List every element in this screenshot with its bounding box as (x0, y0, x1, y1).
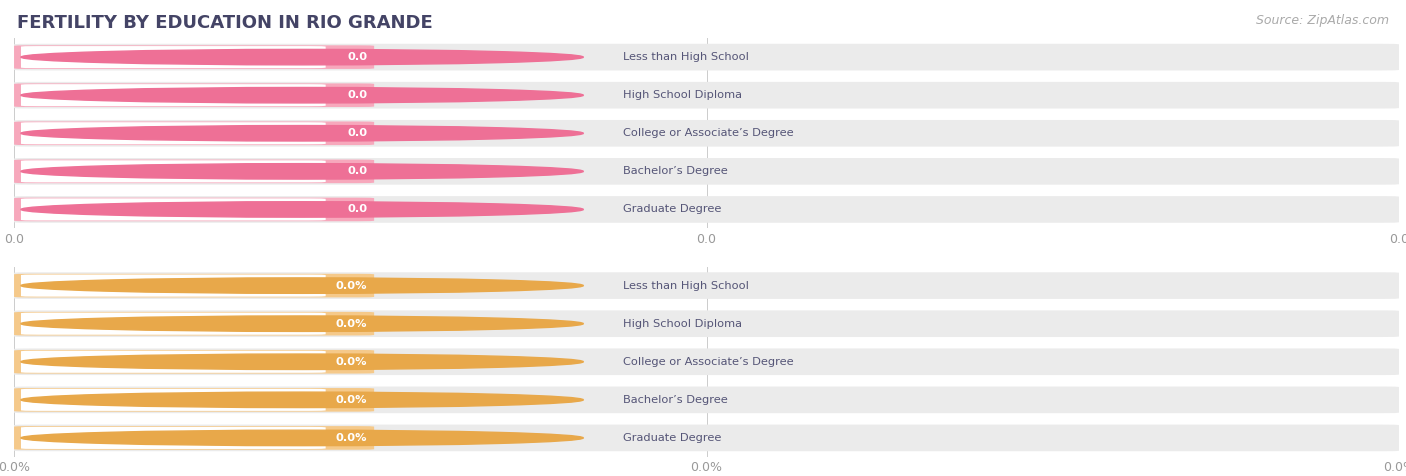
Text: 0.0: 0.0 (347, 166, 367, 177)
Text: Bachelor’s Degree: Bachelor’s Degree (623, 166, 728, 177)
Text: Graduate Degree: Graduate Degree (623, 433, 721, 443)
FancyBboxPatch shape (14, 425, 1399, 451)
Text: Less than High School: Less than High School (623, 280, 749, 291)
FancyBboxPatch shape (14, 198, 374, 221)
FancyBboxPatch shape (21, 46, 326, 68)
Text: 0.0%: 0.0% (336, 357, 367, 367)
Text: 0.0%: 0.0% (336, 433, 367, 443)
Text: 0.0%: 0.0% (336, 280, 367, 291)
Circle shape (21, 88, 583, 103)
FancyBboxPatch shape (14, 426, 374, 450)
FancyBboxPatch shape (14, 45, 374, 69)
FancyBboxPatch shape (14, 120, 1399, 147)
FancyBboxPatch shape (21, 160, 326, 182)
FancyBboxPatch shape (14, 159, 374, 183)
FancyBboxPatch shape (14, 82, 1399, 109)
Circle shape (21, 392, 583, 407)
Circle shape (21, 430, 583, 446)
Text: 0.0: 0.0 (347, 204, 367, 215)
FancyBboxPatch shape (14, 121, 374, 145)
FancyBboxPatch shape (21, 427, 326, 449)
Text: 0.0%: 0.0% (336, 318, 367, 329)
Text: 0.0: 0.0 (347, 90, 367, 100)
Text: 0.0: 0.0 (347, 52, 367, 62)
Text: Graduate Degree: Graduate Degree (623, 204, 721, 215)
Text: Less than High School: Less than High School (623, 52, 749, 62)
FancyBboxPatch shape (14, 44, 1399, 70)
FancyBboxPatch shape (14, 310, 1399, 337)
Circle shape (21, 354, 583, 369)
Text: High School Diploma: High School Diploma (623, 318, 742, 329)
Circle shape (21, 126, 583, 141)
Text: FERTILITY BY EDUCATION IN RIO GRANDE: FERTILITY BY EDUCATION IN RIO GRANDE (17, 14, 433, 32)
Circle shape (21, 278, 583, 293)
Circle shape (21, 316, 583, 331)
FancyBboxPatch shape (14, 312, 374, 336)
FancyBboxPatch shape (14, 196, 1399, 223)
Circle shape (21, 202, 583, 217)
FancyBboxPatch shape (21, 313, 326, 335)
FancyBboxPatch shape (21, 198, 326, 220)
Circle shape (21, 50, 583, 65)
Text: College or Associate’s Degree: College or Associate’s Degree (623, 357, 794, 367)
FancyBboxPatch shape (14, 388, 374, 412)
Text: 0.0%: 0.0% (336, 395, 367, 405)
Text: 0.0: 0.0 (347, 128, 367, 139)
Text: Bachelor’s Degree: Bachelor’s Degree (623, 395, 728, 405)
Circle shape (21, 164, 583, 179)
FancyBboxPatch shape (14, 83, 374, 107)
FancyBboxPatch shape (14, 158, 1399, 185)
FancyBboxPatch shape (14, 274, 374, 298)
FancyBboxPatch shape (14, 350, 374, 374)
FancyBboxPatch shape (21, 122, 326, 144)
FancyBboxPatch shape (21, 351, 326, 373)
FancyBboxPatch shape (21, 389, 326, 411)
FancyBboxPatch shape (21, 84, 326, 106)
FancyBboxPatch shape (21, 275, 326, 297)
FancyBboxPatch shape (14, 387, 1399, 413)
FancyBboxPatch shape (14, 348, 1399, 375)
Text: High School Diploma: High School Diploma (623, 90, 742, 100)
FancyBboxPatch shape (14, 272, 1399, 299)
Text: Source: ZipAtlas.com: Source: ZipAtlas.com (1256, 14, 1389, 27)
Text: College or Associate’s Degree: College or Associate’s Degree (623, 128, 794, 139)
